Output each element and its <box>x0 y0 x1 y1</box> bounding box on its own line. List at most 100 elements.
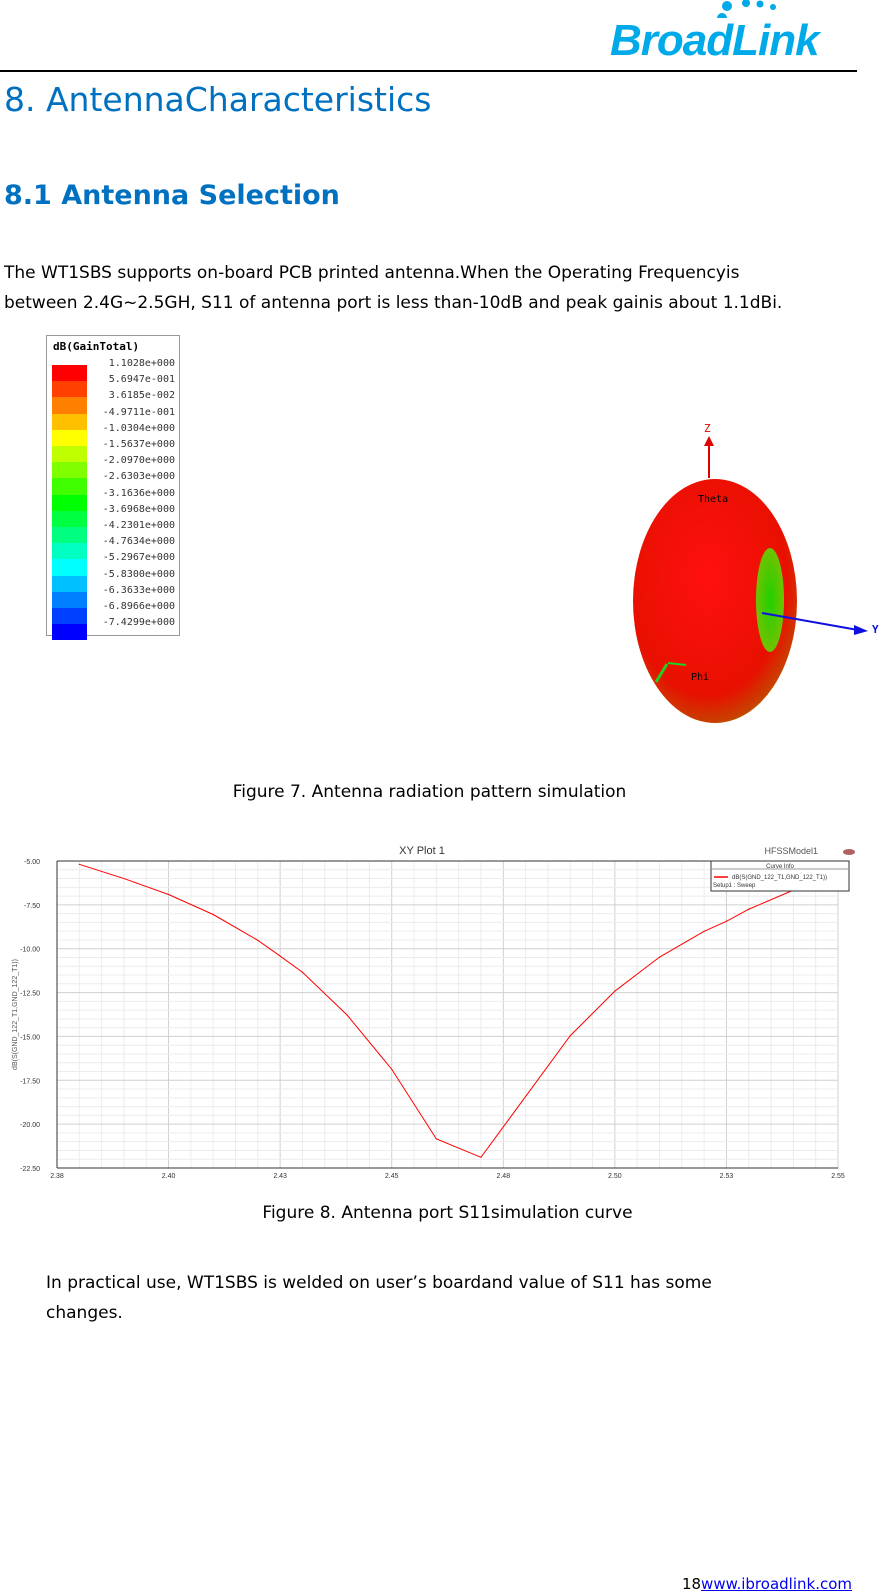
legend-value: -3.6968e+000 <box>102 503 175 515</box>
logo-text: BroadLink <box>610 16 820 65</box>
data-point <box>346 1014 348 1016</box>
data-point <box>435 1138 437 1140</box>
y-tick-label: -22.50 <box>20 1166 40 1173</box>
intro-paragraph: The WT1SBS supports on-board PCB printed… <box>4 258 782 318</box>
data-point <box>658 956 661 958</box>
curve-info-box <box>710 860 850 892</box>
x-tick-label: 2.48 <box>496 1173 510 1180</box>
y-axis-arrow <box>761 612 859 631</box>
data-point <box>748 908 750 910</box>
page-number: 18 <box>681 1575 702 1593</box>
legend-value: -7.4299e+000 <box>102 617 175 629</box>
data-point <box>480 1156 482 1158</box>
note-line: changes. <box>46 1303 123 1323</box>
legend-value: -6.8966e+000 <box>102 601 175 612</box>
x-tick-label: 2.45 <box>385 1173 399 1180</box>
y-axis-label: Y <box>872 623 879 636</box>
data-point <box>212 913 214 916</box>
legend-swatch <box>52 462 87 479</box>
legend-value: -2.6303e+000 <box>102 471 175 483</box>
legend-swatch <box>52 381 87 398</box>
y-tick-label: -20.00 <box>20 1122 40 1129</box>
y-tick-label: -15.00 <box>20 1034 40 1041</box>
legend-value: -6.3633e+000 <box>102 584 175 596</box>
legend-value: -2.0970e+000 <box>102 455 175 467</box>
legend-value: -4.2301e+000 <box>102 520 175 531</box>
y-axis-label: dB(S(GND_122_T1,GND_122_T1)) <box>12 959 19 1070</box>
torus-hole <box>756 548 784 652</box>
x-tick-label: 2.53 <box>720 1173 734 1180</box>
legend-value: -1.5637e+000 <box>102 439 175 450</box>
data-point <box>569 1035 571 1037</box>
legend-swatch <box>52 510 87 527</box>
legend-value: -4.9711e-001 <box>102 406 175 418</box>
legend-value: -1.0304e+000 <box>102 422 175 434</box>
legend-swatch <box>52 624 87 641</box>
legend-swatch <box>52 543 87 560</box>
model-label: HFSSModel1 <box>764 846 818 856</box>
legend-swatch <box>52 429 87 446</box>
data-point <box>167 893 170 896</box>
legend-swatch <box>52 494 87 511</box>
legend-swatch <box>52 478 87 495</box>
legend-swatch <box>52 365 87 382</box>
legend-swatch <box>52 608 87 625</box>
y-tick-label: -5.00 <box>24 859 40 866</box>
legend-title: dB(GainTotal) <box>53 340 140 353</box>
legend-series-name: dB(S(GND_122_T1,GND_122_T1)) <box>732 875 827 881</box>
data-point <box>725 920 728 922</box>
website-link[interactable]: www.ibroadlink.com <box>701 1575 852 1593</box>
intro-line: between 2.4G~2.5GH, S11 of antenna port … <box>4 293 783 313</box>
phi-arrow <box>667 662 687 666</box>
legend-value: -4.7634e+000 <box>102 536 175 548</box>
legend-swatch <box>52 413 87 430</box>
data-point <box>391 1068 393 1070</box>
y-tick-label: -17.50 <box>20 1078 40 1085</box>
data-point <box>257 939 259 941</box>
legend-value: -5.2967e+000 <box>102 552 175 564</box>
data-point <box>78 863 80 865</box>
y-tick-label: -10.00 <box>20 947 40 954</box>
x-tick-label: 2.55 <box>831 1173 845 1180</box>
header-divider <box>0 70 857 72</box>
torus-body <box>633 479 797 723</box>
s11-curve <box>79 863 816 1158</box>
theta-label: Theta <box>698 494 728 505</box>
data-point <box>301 971 304 973</box>
legend-swatch <box>52 559 87 576</box>
data-point <box>614 990 616 992</box>
data-point <box>703 930 705 932</box>
data-point <box>123 877 125 880</box>
legend-swatch <box>52 397 87 414</box>
legend-value: 3.6185e-002 <box>108 390 175 402</box>
broadlink-logo: BroadLink <box>610 0 820 65</box>
intro-line: The WT1SBS supports on-board PCB printed… <box>4 263 740 283</box>
curve-info-header: Curve Info <box>766 864 794 870</box>
y-tick-label: -7.50 <box>24 903 40 910</box>
section-title: 8. AntennaCharacteristics <box>4 80 432 119</box>
note-paragraph: In practical use, WT1SBS is welded on us… <box>46 1268 712 1328</box>
x-axis-arrow <box>654 663 669 683</box>
legend-series-sub: Setup1 : Sweep <box>713 883 756 889</box>
phi-label: Phi <box>691 672 709 683</box>
model-icon <box>843 849 855 855</box>
data-point <box>279 955 281 957</box>
figure8-caption: Figure 8. Antenna port S11simulation cur… <box>262 1203 633 1223</box>
legend-value: 5.6947e-001 <box>108 374 175 386</box>
logo-dots-icon <box>717 0 776 18</box>
figure7-caption: Figure 7. Antenna radiation pattern simu… <box>232 782 627 802</box>
radiation-pattern-3d: Z Theta Y Phi <box>633 422 879 723</box>
z-arrowhead-icon <box>704 436 714 446</box>
legend-value: -3.1636e+000 <box>102 487 175 499</box>
legend-swatch <box>52 527 87 544</box>
s11-chart: -5.00 -7.50 -10.00 -12.50 -15.00 -17.50 -20.00… <box>12 845 855 1180</box>
subsection-title: 8.1 Antenna Selection <box>4 180 340 211</box>
footer: 18www.ibroadlink.com <box>682 1575 852 1593</box>
legend-swatch <box>52 591 87 608</box>
legend-value: 1.1028e+000 <box>108 358 175 369</box>
legend-value: -5.8300e+000 <box>102 568 175 580</box>
z-axis-label: Z <box>704 422 711 435</box>
note-line: In practical use, WT1SBS is welded on us… <box>46 1273 712 1293</box>
chart-title: XY Plot 1 <box>399 845 445 857</box>
legend-swatch <box>52 575 87 592</box>
